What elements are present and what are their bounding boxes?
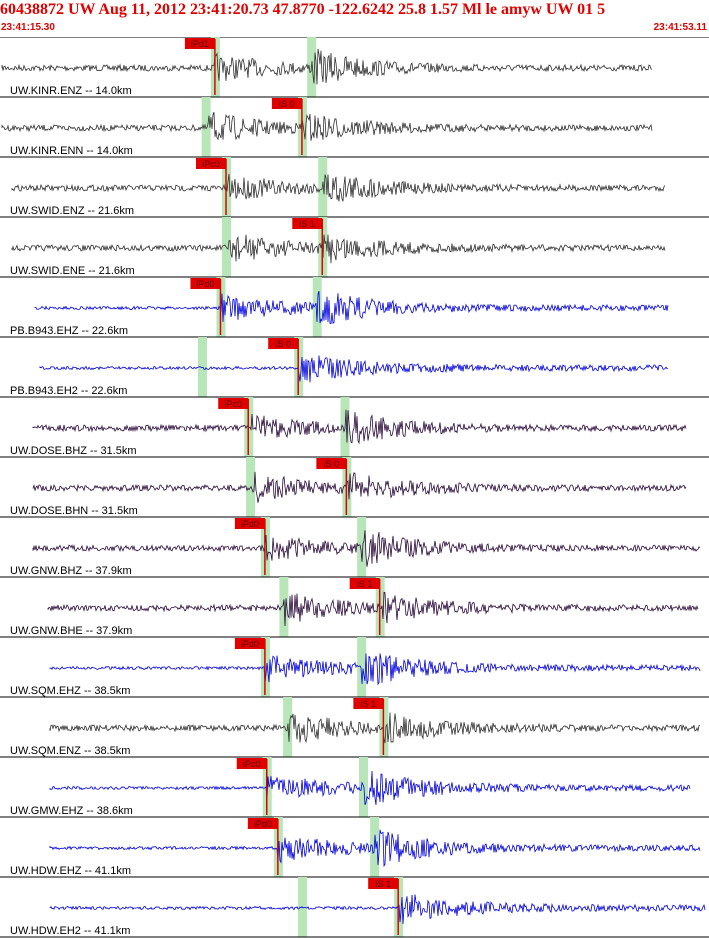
pick-label-text: iPc0 <box>202 159 220 169</box>
pick-label-box[interactable] <box>190 278 221 289</box>
trace-row[interactable]: iPc0 UW.GMW.EHZ -- 38.6km <box>0 756 709 817</box>
pick-label-box[interactable] <box>271 98 302 109</box>
pick-label-box[interactable] <box>234 518 265 529</box>
waveform-line <box>49 829 701 868</box>
s-window-band <box>318 157 328 217</box>
pick-label-text: iS 1 <box>361 699 377 709</box>
station-label: UW.HDW.EH2 -- 41.1km <box>10 925 130 937</box>
station-label: UW.DOSE.BHN -- 31.5km <box>10 505 138 517</box>
start-time-label: 23:41:15.30 <box>1 22 55 33</box>
pick-label-text: iS 1 <box>357 579 373 589</box>
trace-row[interactable]: iS 0 UW.KINR.ENN -- 14.0km <box>0 96 709 157</box>
waveform-line <box>34 290 669 324</box>
station-label: UW.HDW.EHZ -- 41.1km <box>10 865 131 877</box>
pick-label-text: iPd0 <box>196 279 214 289</box>
pick-label-text: iPd1 <box>191 39 209 49</box>
end-time-label: 23:41:53.11 <box>653 22 707 33</box>
trace-row[interactable]: iPd0 UW.SQM.EHZ -- 38.5km <box>0 636 709 697</box>
station-label: UW.GNW.BHZ -- 37.9km <box>10 565 132 577</box>
waveform-line <box>49 894 706 925</box>
p-window-band <box>201 97 211 157</box>
station-label: UW.DOSE.BHZ -- 31.5km <box>10 445 137 457</box>
waveform-line <box>49 712 701 744</box>
waveform-line <box>49 770 691 805</box>
waveform-line <box>32 530 701 567</box>
trace-row[interactable]: iS 1 UW.HDW.EH2 -- 41.1km <box>0 876 709 937</box>
trace-row[interactable]: iS 1 UW.SWID.ENE -- 21.6km <box>0 216 709 277</box>
station-label: UW.SWID.ENZ -- 21.6km <box>10 205 134 217</box>
station-label: PB.B943.EHZ -- 22.6km <box>10 325 128 337</box>
pick-label-box[interactable] <box>234 638 265 649</box>
pick-label-text: iPc0 <box>224 399 242 409</box>
waveform-line <box>1 112 653 141</box>
s-window-band <box>357 637 367 697</box>
waveform-line <box>11 173 666 202</box>
station-label: UW.GMW.EHZ -- 38.6km <box>10 805 133 817</box>
pick-label-text: iS 0 <box>324 459 340 469</box>
pick-label-text: iPd0 <box>241 639 259 649</box>
pick-label-box[interactable] <box>353 698 384 709</box>
trace-row[interactable]: iPd1 UW.KINR.ENZ -- 14.0km <box>0 37 709 97</box>
pick-label-text: iS 1 <box>300 219 316 229</box>
station-label: UW.SQM.EHZ -- 38.5km <box>10 685 130 697</box>
trace-row[interactable]: iPc0 UW.SWID.ENZ -- 21.6km <box>0 156 709 217</box>
trace-row[interactable]: iPd0 PB.B943.EHZ -- 22.6km <box>0 276 709 337</box>
s-window-band <box>357 517 367 577</box>
trace-row[interactable]: iS 0 PB.B943.EH2 -- 22.6km <box>0 336 709 397</box>
p-window-band <box>197 337 207 397</box>
pick-label-text: iS 1 <box>375 879 391 889</box>
seismogram-panel[interactable]: iPd1 UW.KINR.ENZ -- 14.0km iS 0 UW.KINR.ENN… <box>0 37 709 938</box>
pick-label-box[interactable] <box>236 758 267 769</box>
trace-row[interactable]: iS 1 UW.SQM.ENZ -- 38.5km <box>0 696 709 757</box>
station-label: UW.GNW.BHE -- 37.9km <box>10 625 132 637</box>
pick-label-box[interactable] <box>368 878 399 889</box>
station-label: UW.SWID.ENE -- 21.6km <box>10 265 135 277</box>
waveform-line <box>1 48 653 85</box>
pick-label-box[interactable] <box>349 578 380 589</box>
waveform-line <box>32 409 687 445</box>
pick-label-text: iPc0 <box>243 759 261 769</box>
pick-label-box[interactable] <box>196 158 227 169</box>
trace-row[interactable]: iPd0 UW.GNW.BHZ -- 37.9km <box>0 516 709 577</box>
pick-label-text: iS 0 <box>279 99 295 109</box>
waveform-line <box>47 591 699 627</box>
trace-row[interactable]: iS 1 UW.GNW.BHE -- 37.9km <box>0 576 709 637</box>
pick-label-text: iS 0 <box>275 339 291 349</box>
station-label: UW.KINR.ENN -- 14.0km <box>10 145 133 157</box>
waveform-line <box>11 234 666 264</box>
waveform-line <box>49 653 701 686</box>
pick-label-box[interactable] <box>316 458 347 469</box>
station-label: UW.SQM.ENZ -- 38.5km <box>10 745 130 757</box>
trace-row[interactable]: iS 0 UW.DOSE.BHN -- 31.5km <box>0 456 709 517</box>
station-label: UW.KINR.ENZ -- 14.0km <box>10 85 132 97</box>
trace-row[interactable]: iPc0 UW.DOSE.BHZ -- 31.5km <box>0 396 709 457</box>
pick-label-text: iPd0 <box>254 819 272 829</box>
pick-label-box[interactable] <box>292 218 323 229</box>
waveform-line <box>32 471 687 503</box>
pick-label-box[interactable] <box>268 338 299 349</box>
pick-label-box[interactable] <box>184 38 215 49</box>
station-label: PB.B943.EH2 -- 22.6km <box>10 385 127 397</box>
pick-label-box[interactable] <box>218 398 249 409</box>
waveform-line <box>39 355 669 383</box>
pick-label-text: iPd0 <box>241 519 259 529</box>
trace-row[interactable]: iPd0 UW.HDW.EHZ -- 41.1km <box>0 816 709 877</box>
event-header: 60438872 UW Aug 11, 2012 23:41:20.73 47.… <box>0 1 606 18</box>
pick-label-box[interactable] <box>247 818 278 829</box>
